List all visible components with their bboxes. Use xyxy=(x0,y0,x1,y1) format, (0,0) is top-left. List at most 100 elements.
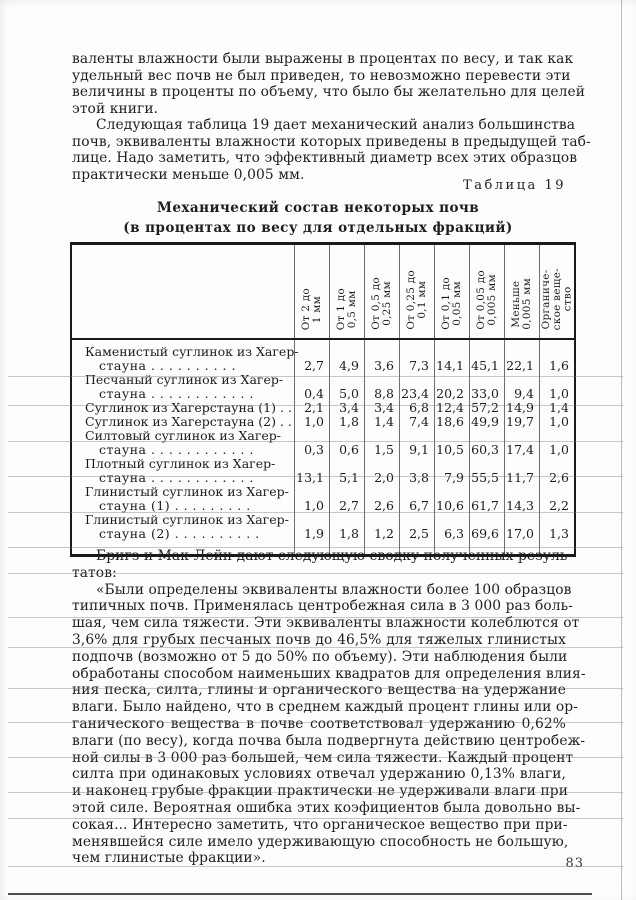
value-cell: 2,7 xyxy=(329,485,365,513)
column-header: Меньше 0,005 мм xyxy=(504,243,540,340)
table-row: Песчаный суглинок из Хагер-стауна . . . … xyxy=(71,373,575,401)
text-line: «Были определены эквиваленты влажности б… xyxy=(96,581,572,598)
value-cell: 61,7 xyxy=(469,485,505,513)
value-cell: 7,3 xyxy=(399,339,435,373)
row-label: Силтовый суглинок из Хагер-стауна . . . … xyxy=(85,428,282,457)
column-header: От 0,1 до 0,05 мм xyxy=(434,243,470,340)
text-line: менявшейся силе имело удерживающую спосо… xyxy=(72,833,569,850)
value-cell: 0,6 xyxy=(329,429,365,457)
soil-composition-table: От 2 до 1 мм От 1 до 0,5 мм От 0,5 до 0,25… xyxy=(70,242,576,557)
text-line: почв, эквиваленты влажности которых прив… xyxy=(72,133,591,150)
row-label: Глинистый суглинок из Хагер-стауна (1) .… xyxy=(85,484,289,513)
table-title: Механический состав некоторых почв xyxy=(156,200,480,216)
value-cell: 9,4 xyxy=(504,373,540,401)
scan-artifact-line xyxy=(8,818,623,819)
scan-artifact-line xyxy=(8,441,623,442)
text-line: татов: xyxy=(72,564,117,581)
value-cell: 49,9 xyxy=(469,415,505,429)
value-cell: 1,8 xyxy=(329,513,365,556)
text-line: величины в проценты по объему, что было … xyxy=(72,84,586,100)
table-number-label: Таблица 19 xyxy=(463,178,566,193)
value-cell: 55,5 xyxy=(469,457,505,485)
scan-artifact-line xyxy=(8,573,623,574)
text-line: ния песка, силта, глины и органического … xyxy=(72,682,566,699)
text-line: 3,6% для грубых песчаных почв до 46,5% д… xyxy=(72,631,566,648)
value-cell: 60,3 xyxy=(469,429,505,457)
value-cell: 1,0 xyxy=(539,373,575,401)
value-cell: 17,4 xyxy=(504,429,540,457)
value-cell: 2,0 xyxy=(364,457,400,485)
value-cell: 22,1 xyxy=(504,339,540,373)
scan-artifact-line xyxy=(8,512,623,513)
text-line: ганического вещества в почве соответство… xyxy=(72,715,566,732)
table-row: Суглинок из Хагерстауна (2) . . 1,0 1,8 1,4… xyxy=(71,415,575,429)
column-header: От 0,25 до 0,1 мм xyxy=(399,243,435,340)
value-cell: 23,4 xyxy=(399,373,435,401)
column-header: От 0,5 до 0,25 мм xyxy=(364,243,400,340)
text-line: влаги. Было найдено, что в среднем кажды… xyxy=(72,699,578,716)
value-cell: 45,1 xyxy=(469,339,505,373)
value-cell: 19,7 xyxy=(504,415,540,429)
value-cell: 11,7 xyxy=(504,457,540,485)
text-line: силта при одинаковых условиях отвечал уд… xyxy=(72,766,566,783)
text-line: обработаны способом наименьших квадратов… xyxy=(72,665,586,682)
text-line: удельный вес почв не был приведен, то не… xyxy=(72,67,571,84)
value-cell: 20,2 xyxy=(434,373,470,401)
row-label: Глинистый суглинок из Хагер-стауна (2) .… xyxy=(85,512,289,541)
scan-artifact-line xyxy=(8,757,623,758)
value-cell: 2,2 xyxy=(539,485,575,513)
text-line: типичных почв. Применялась центробежная … xyxy=(72,598,574,615)
text-line: практически меньше 0,005 мм. xyxy=(72,166,305,183)
column-header: От 0,05 до 0,005 мм xyxy=(469,243,505,340)
column-header: Органиче- ское веще- ство xyxy=(539,243,575,340)
value-cell: 8,8 xyxy=(364,373,400,401)
value-cell: 1,6 xyxy=(539,339,575,373)
text-line: и наконец грубые фракции практически не … xyxy=(72,783,568,800)
row-label: Плотный суглинок из Хагер-стауна . . . .… xyxy=(85,456,276,485)
text-line: ной силы в 3 000 раз большей, чем сила т… xyxy=(72,749,574,766)
value-cell: 5,1 xyxy=(329,457,365,485)
value-cell: 1,0 xyxy=(539,429,575,457)
table-row: Плотный суглинок из Хагер-стауна . . . .… xyxy=(71,457,575,485)
value-cell: 0,4 xyxy=(294,373,330,401)
row-label: Каменистый суглинок из Хагер-стауна . . … xyxy=(85,344,299,373)
text-line: подпочв (возможно от 5 до 50% по объему)… xyxy=(72,648,568,665)
value-cell: 9,1 xyxy=(399,429,435,457)
scan-artifact-line xyxy=(8,866,623,867)
value-cell: 1,5 xyxy=(364,429,400,457)
table-header-row: От 2 до 1 мм От 1 до 0,5 мм От 0,5 до 0,25… xyxy=(71,243,575,340)
value-cell: 1,0 xyxy=(539,415,575,429)
value-cell: 12,4 xyxy=(434,401,470,415)
value-cell: 13,1 xyxy=(294,457,330,485)
scan-artifact-line xyxy=(8,722,623,723)
value-cell: 10,6 xyxy=(434,485,470,513)
text-line: чем глинистые фракции». xyxy=(72,850,266,867)
page-edge-line xyxy=(621,0,622,900)
value-cell: 2,6 xyxy=(539,457,575,485)
text-line: сокая... Интересно заметить, что органич… xyxy=(72,816,568,833)
value-cell: 57,2 xyxy=(469,401,505,415)
closing-text: Бригз и Мак-Лейн дают следующую сводку п… xyxy=(72,548,586,867)
value-cell: 1,4 xyxy=(539,401,575,415)
text-line: лице. Надо заметить, что эффективный диа… xyxy=(72,150,578,166)
page-number: 83 xyxy=(565,856,584,871)
value-cell: 1,0 xyxy=(294,485,330,513)
text-line: влаги (по весу), когда почва была подвер… xyxy=(72,732,586,749)
text-line: валенты влажности были выражены в процен… xyxy=(72,51,574,67)
text-line: шая, чем сила тяжести. Эти эквиваленты в… xyxy=(72,615,580,632)
value-cell: 3,6 xyxy=(364,339,400,373)
value-cell: 1,2 xyxy=(364,513,400,556)
table-row: Суглинок из Хагерстауна (1) . . 2,1 3,4 3,4… xyxy=(71,401,575,415)
value-cell: 6,8 xyxy=(399,401,435,415)
value-cell: 1,9 xyxy=(294,513,330,556)
value-cell: 2,5 xyxy=(399,513,435,556)
value-cell: 7,4 xyxy=(399,415,435,429)
column-header: От 2 до 1 мм xyxy=(294,243,330,340)
table-row: Силтовый суглинок из Хагер-стауна . . . … xyxy=(71,429,575,457)
value-cell: 18,6 xyxy=(434,415,470,429)
row-label: Суглинок из Хагерстауна (2) . . xyxy=(85,414,292,429)
value-cell: 14,9 xyxy=(504,401,540,415)
value-cell: 1,3 xyxy=(539,513,575,556)
value-cell: 10,5 xyxy=(434,429,470,457)
value-cell: 69,6 xyxy=(469,513,505,556)
